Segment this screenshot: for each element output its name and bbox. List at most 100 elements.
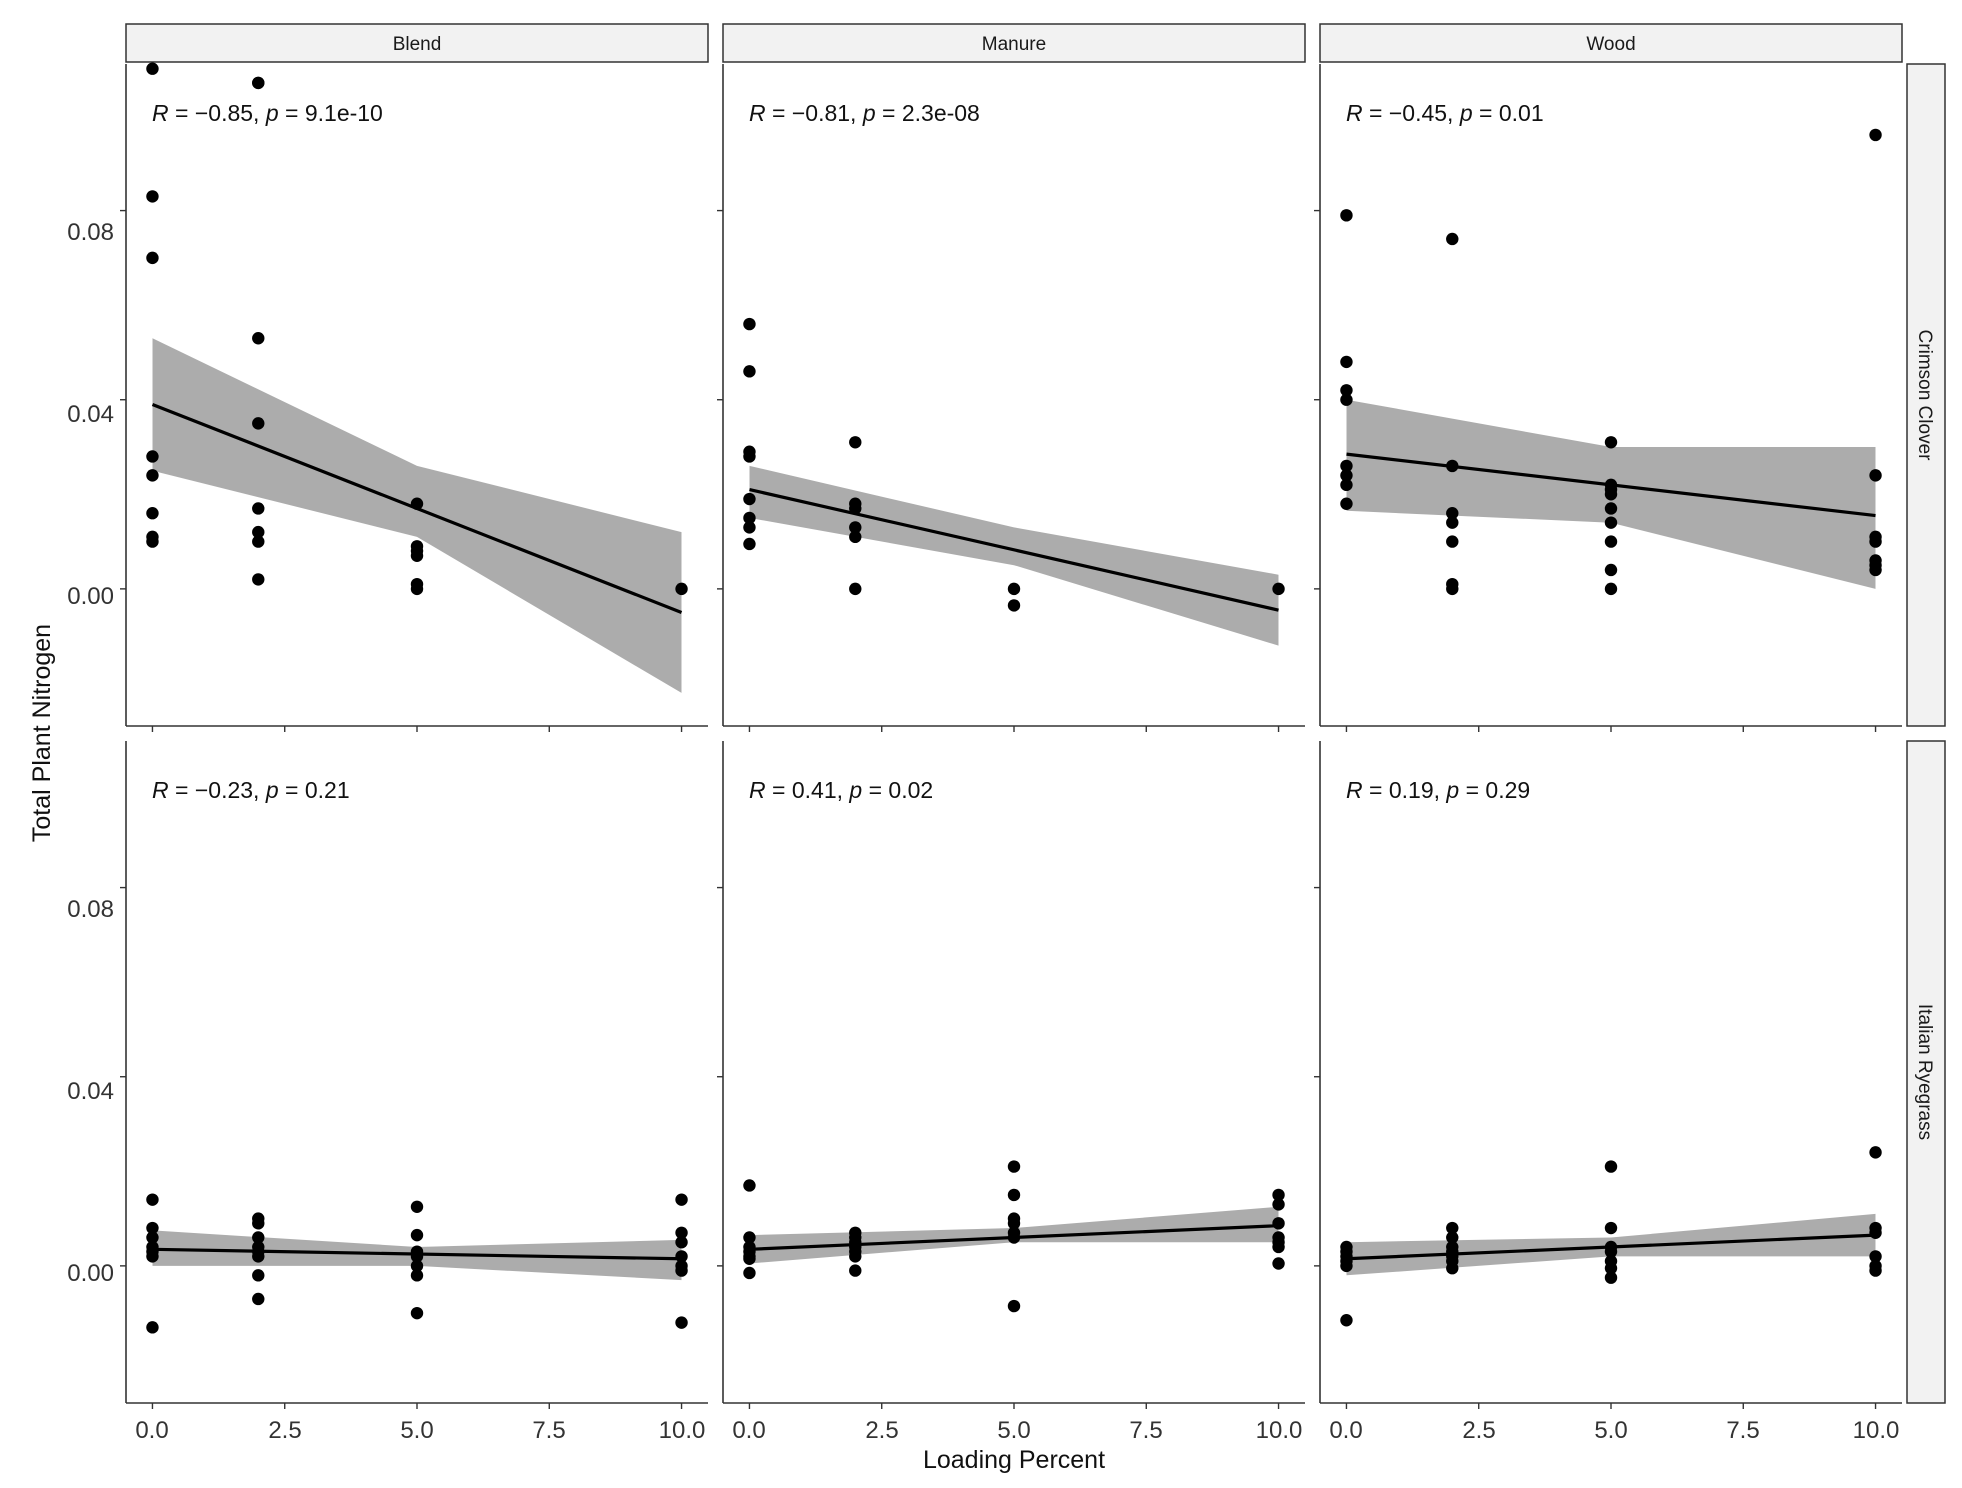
data-point: [743, 1231, 756, 1244]
data-point: [675, 1236, 688, 1249]
data-point: [1340, 497, 1353, 510]
data-point: [743, 521, 756, 534]
data-point: [1272, 1198, 1285, 1211]
data-point: [675, 1264, 688, 1277]
strip-crimson-clover: Crimson Clover: [1914, 330, 1935, 462]
data-point: [252, 525, 265, 539]
data-point: [410, 1259, 424, 1273]
data-point: [252, 502, 265, 515]
data-point: [849, 521, 862, 534]
data-point: [1340, 459, 1353, 473]
data-point: [1446, 507, 1459, 520]
data-point: [410, 1250, 424, 1263]
data-point: [1604, 1221, 1618, 1235]
strip-manure-box: [722, 23, 1306, 63]
data-point: [1007, 1188, 1021, 1202]
x-tick-label: 7.5: [532, 1417, 565, 1444]
panel-manure-crimson-clover: [717, 64, 1305, 732]
data-point: [743, 1252, 756, 1265]
data-point: [849, 502, 862, 515]
strip-italian-ryegrass: Italian Ryegrass: [1914, 1004, 1935, 1140]
strip-manure: Manure: [982, 34, 1046, 55]
row-strips: Crimson Clover Italian Ryegrass: [1906, 63, 1946, 1404]
panel-blend-italian-ryegrass: [120, 741, 708, 1409]
data-point: [146, 507, 159, 520]
data-point: [849, 1250, 862, 1263]
data-point: [1007, 582, 1021, 596]
data-point: [252, 1250, 265, 1263]
data-point: [743, 511, 756, 525]
data-point: [252, 1231, 265, 1244]
data-point: [743, 1266, 756, 1280]
x-tick-labels: 0.0 2.5 5.0 7.5 10.0 0.0 2.5 5.0 7.5 10.…: [135, 1417, 1899, 1444]
data-point: [1272, 582, 1285, 596]
data-point: [1604, 1262, 1618, 1275]
data-point: [1340, 393, 1353, 406]
y-tick-label: 0.04: [67, 1078, 114, 1105]
data-point: [146, 535, 159, 548]
x-tick-label: 2.5: [865, 1417, 898, 1444]
data-point: [1869, 1250, 1882, 1263]
panel-annotation: R = −0.45, p = 0.01: [1346, 100, 1544, 126]
data-point: [146, 1321, 159, 1334]
data-point: [1604, 1271, 1618, 1284]
data-point: [849, 436, 862, 449]
regression-line: [749, 488, 1279, 612]
data-point: [1604, 502, 1618, 515]
data-point: [1007, 599, 1021, 612]
data-point: [1869, 1226, 1882, 1239]
data-point: [252, 76, 265, 90]
data-point: [146, 190, 159, 203]
data-point: [1446, 1262, 1459, 1275]
data-point: [146, 1221, 159, 1235]
data-point: [849, 582, 862, 596]
panel-wood-crimson-clover: [1314, 64, 1902, 732]
data-point: [1604, 535, 1618, 548]
data-point: [252, 1269, 265, 1282]
data-point: [1446, 232, 1459, 246]
x-tick-label: 7.5: [1726, 1417, 1759, 1444]
data-point: [252, 1292, 265, 1306]
data-point: [410, 497, 424, 510]
data-point: [410, 1269, 424, 1282]
confidence-band: [152, 338, 682, 693]
x-tick-label: 10.0: [1853, 1417, 1900, 1444]
y-tick-label: 0.00: [67, 583, 114, 610]
strip-blend-box: [125, 23, 709, 63]
data-point: [1869, 563, 1882, 577]
data-point: [743, 492, 756, 506]
x-tick-label: 0.0: [732, 1417, 765, 1444]
y-tick-label: 0.04: [67, 401, 114, 428]
data-point: [743, 317, 756, 331]
data-point: [1340, 469, 1353, 482]
data-point: [675, 1226, 688, 1239]
x-tick-label: 5.0: [1594, 1417, 1627, 1444]
data-point: [1340, 1314, 1353, 1327]
panel-annotation: R = 0.41, p = 0.02: [749, 777, 933, 803]
x-tick-label: 0.0: [1329, 1417, 1362, 1444]
data-point: [1007, 1160, 1021, 1173]
data-point: [1340, 384, 1353, 397]
data-point: [1869, 128, 1882, 142]
data-point: [252, 417, 265, 430]
data-point: [146, 450, 159, 463]
data-point: [252, 573, 265, 586]
data-point: [743, 450, 756, 463]
panel-annotation: R = 0.19, p = 0.29: [1346, 777, 1530, 803]
panel-annotation: R = −0.85, p = 9.1e-10: [152, 100, 383, 126]
x-tick-label: 5.0: [997, 1417, 1030, 1444]
panel-wood-italian-ryegrass: [1314, 741, 1902, 1409]
data-point: [1272, 1188, 1285, 1202]
column-strips: Blend Manure Wood: [125, 23, 1903, 63]
confidence-band: [749, 465, 1279, 646]
data-point: [1604, 563, 1618, 577]
data-point: [1446, 1221, 1459, 1235]
data-point: [1604, 1245, 1618, 1258]
x-tick-label: 10.0: [1256, 1417, 1303, 1444]
x-tick-label: 7.5: [1129, 1417, 1162, 1444]
data-point: [743, 537, 756, 551]
data-point: [1272, 1257, 1285, 1270]
data-point: [1604, 582, 1618, 596]
data-point: [1869, 535, 1882, 548]
data-point: [410, 1200, 424, 1213]
